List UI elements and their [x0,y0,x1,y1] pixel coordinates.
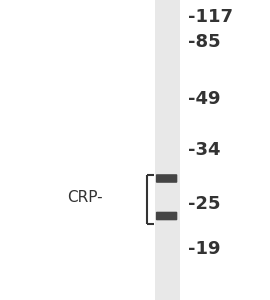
Text: -49: -49 [188,90,220,108]
Text: -19: -19 [188,240,220,258]
FancyBboxPatch shape [156,212,177,220]
Text: -85: -85 [188,33,220,51]
Bar [155,0,180,300]
Text: -25: -25 [188,195,220,213]
Text: -34: -34 [188,141,220,159]
Text: CRP-: CRP- [67,190,103,206]
Text: -117: -117 [188,8,233,26]
FancyBboxPatch shape [156,174,177,183]
